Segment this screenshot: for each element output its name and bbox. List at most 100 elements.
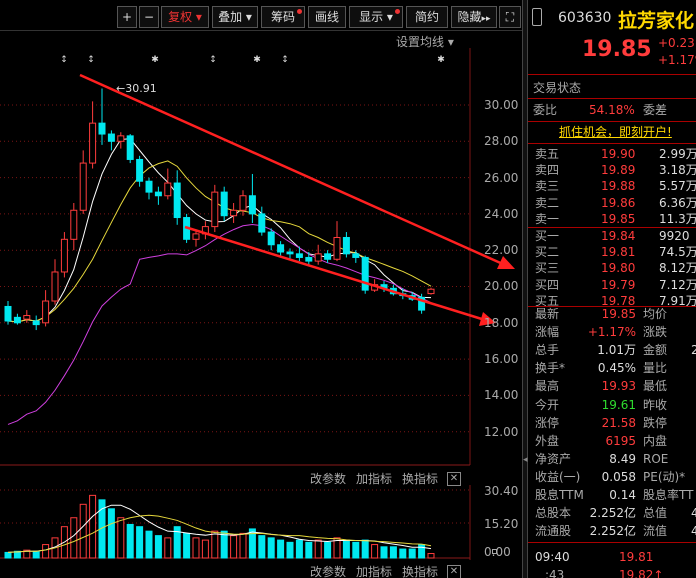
peak-label: ←30.91 [116,82,157,95]
open-account-link[interactable]: 抓住机会，即刻开户! [559,125,672,139]
sub-chart-switch-indicator-button[interactable]: 换指标 [402,565,439,578]
volume-bar [107,508,115,559]
stat-label: 换手* [535,361,566,376]
stat-value: 0.14 [609,488,636,502]
volume-bar [32,550,40,559]
ask-row[interactable]: 卖五 19.90 2.99万 [533,146,696,162]
candle-body [211,191,219,228]
volume-bar [126,523,134,559]
sub-chart-params-button[interactable]: 改参数 [310,565,347,578]
stat-row: 最高 19.93 最低 [533,377,696,395]
price-axis-label: 14.00 [484,388,519,402]
volume-bar [258,535,266,559]
candle-body [89,122,97,164]
candle-body [230,209,238,217]
panel-splitter[interactable] [522,0,528,578]
stat-row: 涨幅 +1.17% 涨跌 [533,323,696,341]
level-label: 买四 [535,277,560,292]
bid-row[interactable]: 买三 19.80 8.12万 [533,260,696,276]
stat-row: 总手 1.01万 金额 2 [533,341,696,359]
level-price: 19.88 [601,179,636,194]
bid-row[interactable]: 买四 19.79 7.12万 [533,277,696,293]
price-axis-label: 22.00 [484,243,519,257]
level-label: 卖四 [535,163,560,178]
candle-body [32,320,40,326]
collapse-arrow-icon[interactable]: ◂ [523,455,528,465]
stat-label: 净资产 [535,451,572,466]
ma-long-line [7,160,432,323]
price-axis-label: 26.00 [484,171,519,185]
level-label: 卖三 [535,179,560,194]
ask-row[interactable]: 卖三 19.88 5.57万 [533,178,696,194]
stat-label: 总手 [535,343,560,358]
volume-bar [239,532,247,559]
chips-button[interactable]: 筹码 [261,6,305,28]
bid-row[interactable]: 买五 19.78 7.91万 [533,293,696,309]
hide-button[interactable]: 隐藏▸▸ [451,6,497,28]
level-label: 卖五 [535,147,560,161]
price-chart: ↕ ↕ ✱ ↕ ✱ ↕ ✱ [0,48,515,560]
close-icon[interactable]: ✕ [447,565,461,578]
ask-row[interactable]: 卖四 19.89 3.18万 [533,162,696,178]
level-price: 19.89 [601,163,636,178]
volume-bar [286,541,294,559]
candle-body [23,315,31,320]
scroll-handle-icon[interactable] [532,8,542,26]
level-price: 19.85 [601,211,636,226]
event-markers: ↕ ↕ ✱ ↕ ✱ ↕ ✱ [60,55,445,65]
simple-mode-button[interactable]: 简约 [406,6,448,28]
ask-row[interactable]: 卖二 19.86 6.36万 [533,195,696,211]
zoom-out-button[interactable]: − [139,6,159,28]
trend-arrow-lower [184,225,486,322]
sub-chart-add-indicator-button[interactable]: 加指标 [356,472,393,486]
event-marker-icon: ✱ [151,55,159,65]
candle-body [333,236,341,260]
volume-bar [70,517,78,559]
close-icon[interactable]: ✕ [447,472,461,486]
stat-value: 0.45% [597,361,636,376]
level-volume: 2.99万 [659,147,696,161]
toolbar-divider [0,30,525,31]
display-button[interactable]: 显示 ▾ [349,6,403,28]
level-label: 买一 [535,229,560,243]
ask-row[interactable]: 卖一 19.85 11.3万 [533,211,696,227]
stat-row: 股息TTM 0.14 股息率TT [533,486,696,504]
ma-short-line [7,138,432,323]
draw-line-button[interactable]: 画线 [308,6,346,28]
zoom-in-button[interactable]: + [117,6,137,28]
fullscreen-button[interactable]: ⛶ [499,6,521,28]
fuquan-button[interactable]: 复权 ▾ [161,6,209,28]
bid-row[interactable]: 买一 19.84 9920 [533,228,696,244]
candle-body [154,191,162,197]
volume-bar [145,530,153,559]
arrowhead-icon [497,256,515,269]
level-label: 买三 [535,261,560,276]
candle-body [305,256,313,262]
divider [528,121,696,122]
ma-setting-button[interactable]: 设置均线 ▾ [396,35,454,49]
level-volume: 74.5万 [659,245,696,260]
bid-row[interactable]: 买二 19.81 74.5万 [533,244,696,260]
level-volume: 11.3万 [659,211,696,226]
volume-bar [314,539,322,559]
volume-bars [4,494,435,559]
stat-row: 流通股 2.252亿 流值 4 [533,522,696,540]
notification-dot [297,9,302,14]
sub-chart-params-button[interactable]: 改参数 [310,472,347,486]
level-price: 19.79 [601,277,636,292]
stat-row: 今开 19.61 昨收 [533,396,696,414]
volume-bar [13,550,21,559]
stock-name: 拉芳家化 [618,10,695,32]
divider [528,143,696,144]
notification-dot [395,9,400,14]
volume-bar [380,546,388,559]
volume-bar [211,530,219,559]
event-marker-icon: ↕ [87,55,95,65]
candle-body [164,182,172,197]
overlay-button[interactable]: 叠加 ▾ [212,6,258,28]
level-price: 19.86 [601,195,636,210]
stat-label: 流值 [643,524,668,539]
sub-chart-switch-indicator-button[interactable]: 换指标 [402,472,439,486]
price-axis-label: 12.00 [484,425,519,439]
sub-chart-add-indicator-button[interactable]: 加指标 [356,565,393,578]
